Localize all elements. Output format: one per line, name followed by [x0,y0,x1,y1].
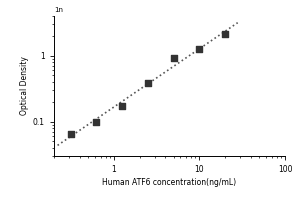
Point [223,33,228,36]
Point [197,48,202,51]
Point [146,82,150,85]
Text: 1n: 1n [54,7,63,13]
Point [120,105,124,108]
Point [94,120,99,123]
Point [68,132,73,135]
Y-axis label: Optical Density: Optical Density [20,57,29,115]
X-axis label: Human ATF6 concentration(ng/mL): Human ATF6 concentration(ng/mL) [102,178,237,187]
Point [171,56,176,60]
